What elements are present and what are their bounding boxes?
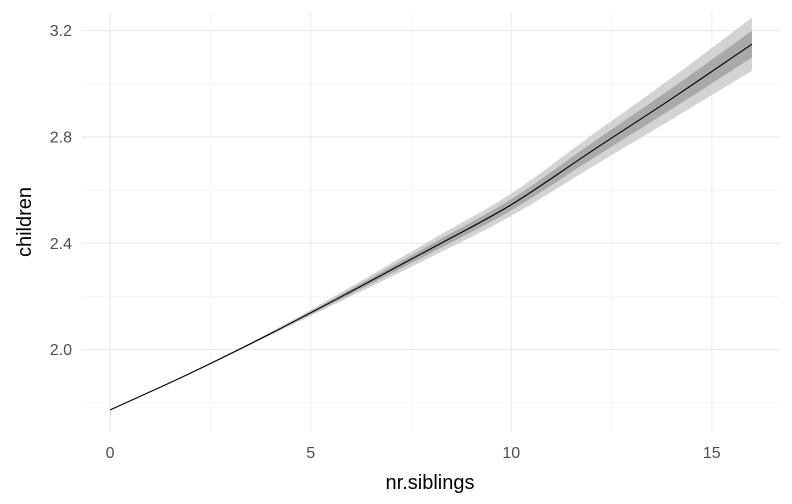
y-axis-tick-labels: 2.0 2.4 2.8 3.2 (50, 23, 72, 359)
x-tick-label: 5 (306, 445, 315, 462)
y-tick-label: 2.4 (50, 236, 72, 253)
fitted-line-layer (109, 43, 753, 411)
y-axis-title: children (14, 187, 36, 257)
y-tick-label: 2.8 (50, 129, 72, 146)
x-axis-title: nr.siblings (386, 472, 475, 494)
y-tick-label: 3.2 (50, 23, 72, 40)
fitted-line (109, 43, 753, 411)
x-tick-label: 0 (106, 445, 115, 462)
y-tick-label: 2.0 (50, 342, 72, 359)
x-tick-label: 15 (703, 445, 721, 462)
minor-gridlines (82, 12, 780, 432)
x-tick-label: 10 (502, 445, 520, 462)
x-axis-tick-labels: 0 5 10 15 (106, 445, 721, 462)
